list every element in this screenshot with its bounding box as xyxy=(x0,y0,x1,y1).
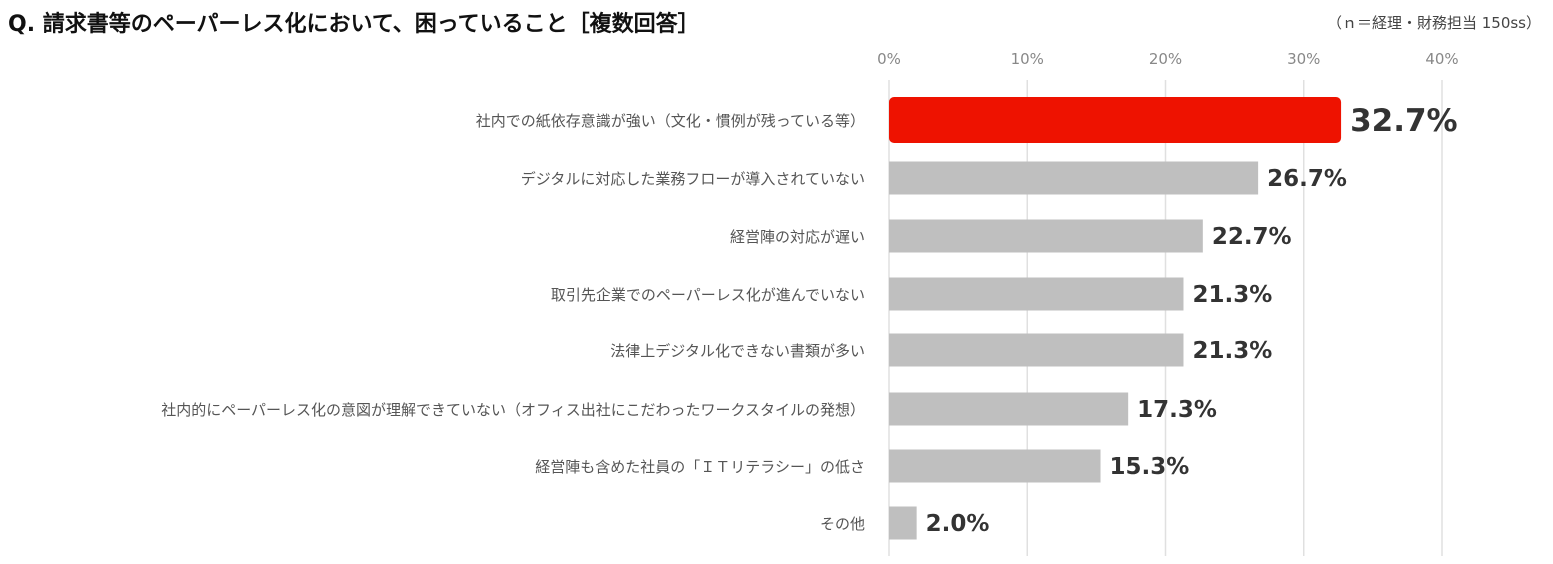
value-label: 15.3% xyxy=(1110,454,1190,480)
category-label: 経営陣の対応が遅い xyxy=(730,228,865,246)
bar xyxy=(889,161,1259,195)
value-label: 26.7% xyxy=(1267,166,1347,192)
bar xyxy=(889,506,917,540)
category-label: デジタルに対応した業務フローが導入されていない xyxy=(521,170,865,188)
chart-title: Q. 請求書等のペーパーレス化において、困っていること［複数回答］ xyxy=(8,12,700,37)
bar xyxy=(889,277,1184,311)
x-tick-label: 30% xyxy=(1287,50,1320,68)
value-label: 2.0% xyxy=(926,511,990,537)
sample-size-note: （ｎ＝経理・財務担当 150ss） xyxy=(1326,14,1541,32)
bar xyxy=(889,449,1101,483)
x-tick-label: 40% xyxy=(1425,50,1458,68)
x-tick-label: 10% xyxy=(1011,50,1044,68)
category-label: 社内での紙依存意識が強い（文化・慣例が残っている等） xyxy=(476,112,865,130)
category-label: 取引先企業でのペーパーレス化が進んでいない xyxy=(551,286,865,304)
bar xyxy=(889,333,1184,367)
x-tick-label: 20% xyxy=(1149,50,1182,68)
bar xyxy=(889,392,1129,426)
category-label: 経営陣も含めた社員の「ＩＴリテラシー」の低さ xyxy=(535,458,865,476)
x-tick-label: 0% xyxy=(877,50,901,68)
value-label: 21.3% xyxy=(1192,282,1272,308)
bar xyxy=(889,97,1342,143)
bar xyxy=(889,219,1203,253)
value-label: 17.3% xyxy=(1137,397,1217,423)
category-label: その他 xyxy=(820,515,865,533)
value-label: 22.7% xyxy=(1212,224,1292,250)
value-label: 32.7% xyxy=(1350,103,1458,139)
value-label: 21.3% xyxy=(1192,338,1272,364)
category-label: 社内的にペーパーレス化の意図が理解できていない（オフィス出社にこだわったワークス… xyxy=(161,401,865,419)
category-label: 法律上デジタル化できない書類が多い xyxy=(610,342,865,360)
